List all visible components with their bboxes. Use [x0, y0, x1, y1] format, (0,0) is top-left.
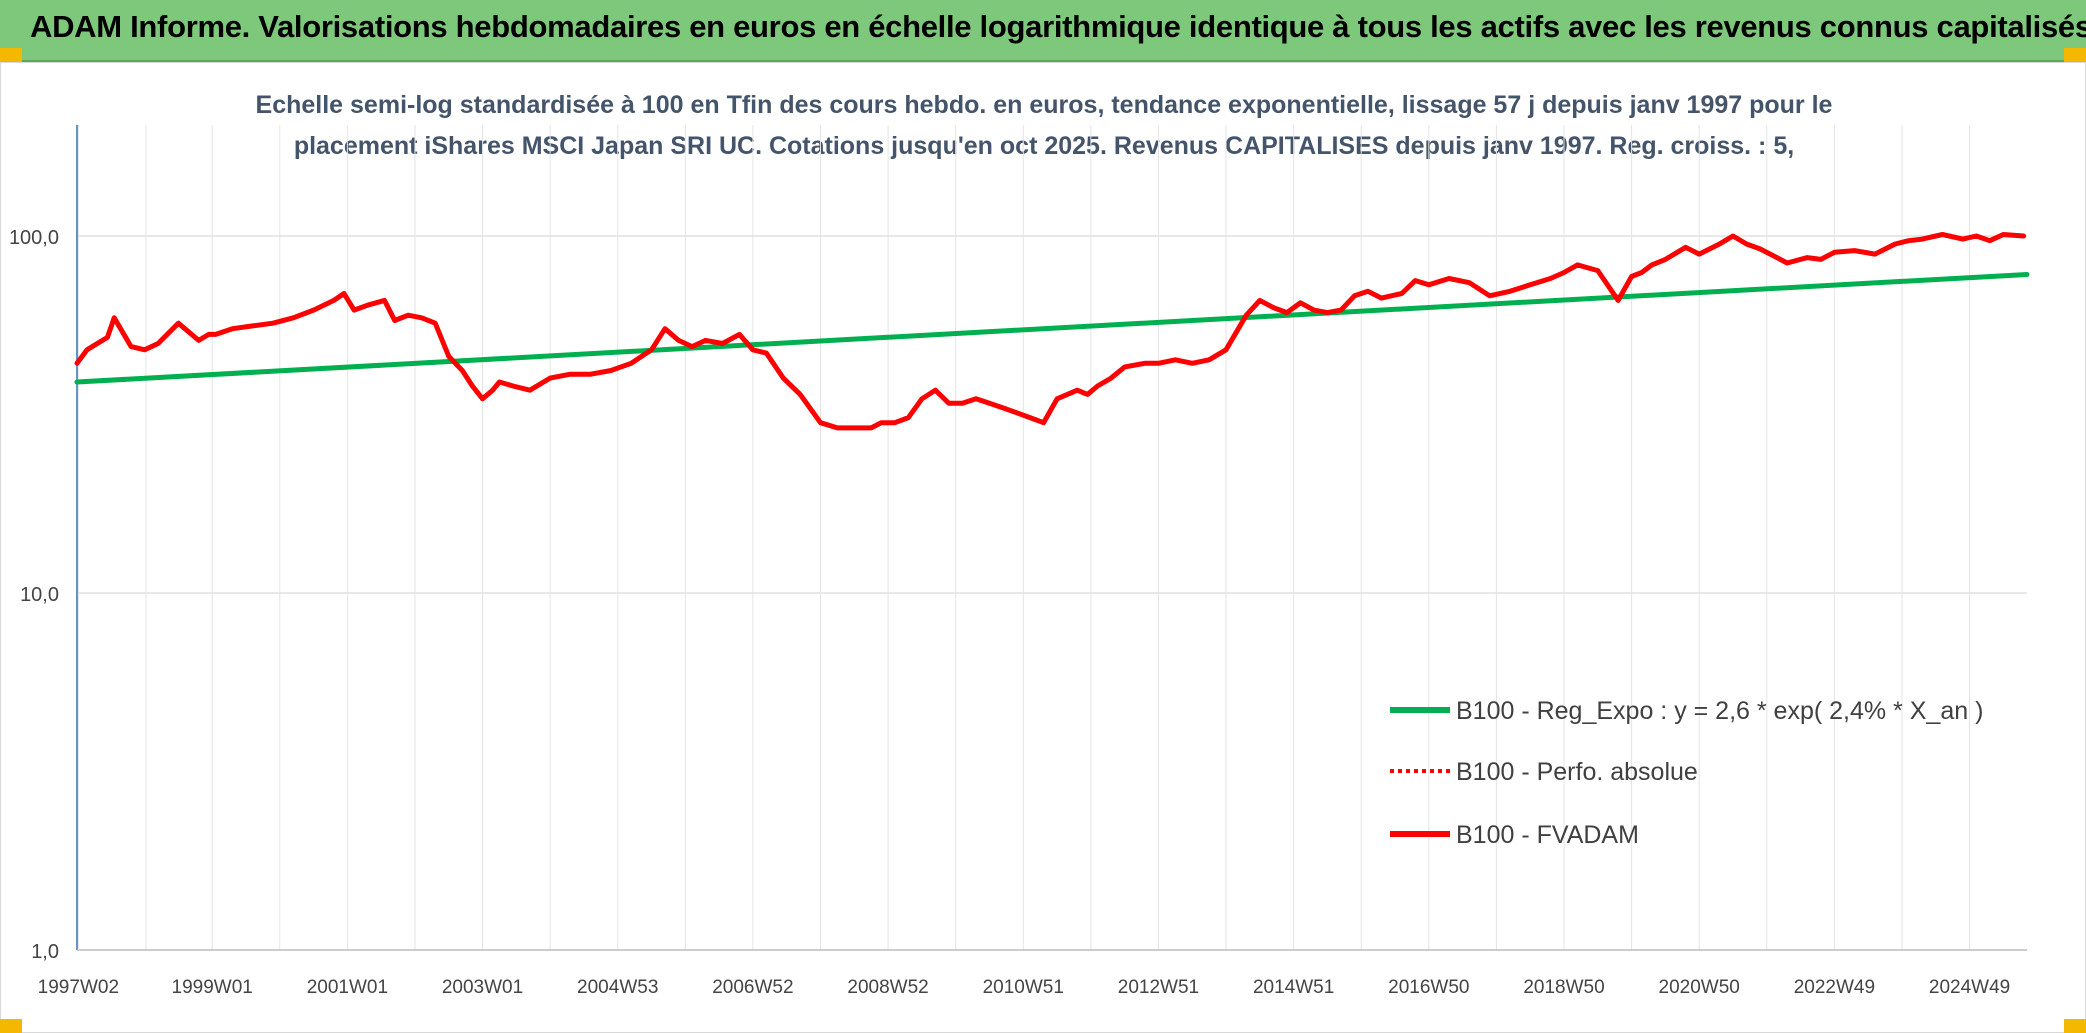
legend-label-0: B100 - Reg_Expo : y = 2,6 * exp( 2,4% * …: [1456, 697, 1983, 725]
x-tick-label: 2024W49: [1929, 977, 2010, 998]
x-tick-label: 2020W50: [1659, 977, 1740, 998]
x-tick-label: 1997W02: [38, 977, 119, 998]
legend-label-1: B100 - Perfo. absolue: [1456, 758, 1698, 786]
legend-label-2: B100 - FVADAM: [1456, 821, 1639, 849]
x-tick-label: 2022W49: [1794, 977, 1875, 998]
series-line-0: [74, 272, 2030, 385]
x-tick-label: 2016W50: [1388, 977, 1469, 998]
y-tick-label: 1,0: [31, 941, 59, 963]
header-title: ADAM Informe. Valorisations hebdomadaire…: [30, 9, 2086, 44]
chart-subtitle-line-2: placement iShares MSCI Japan SRI UC. Cot…: [293, 132, 1795, 160]
y-tick-label: 10,0: [20, 584, 59, 606]
chart-subtitle-line-1: Echelle semi-log standardisée à 100 en T…: [255, 91, 1833, 119]
x-tick-label: 2014W51: [1253, 977, 1334, 998]
x-tick-label: 1999W01: [172, 977, 253, 998]
corner-marker-bottom-left: [0, 1019, 22, 1033]
x-tick-label: 2001W01: [307, 977, 388, 998]
x-tick-label: 2018W50: [1523, 977, 1604, 998]
y-tick-label: 100,0: [9, 227, 59, 249]
corner-marker-top-right: [2064, 48, 2086, 62]
header-banner: ADAM Informe. Valorisations hebdomadaire…: [0, 0, 2086, 62]
series-line-2: [74, 232, 2027, 431]
x-tick-label: 2012W51: [1118, 977, 1199, 998]
x-tick-label: 2004W53: [577, 977, 658, 998]
corner-marker-top-left: [0, 48, 22, 62]
x-tick-label: 2008W52: [847, 977, 928, 998]
x-tick-label: 2003W01: [442, 977, 523, 998]
x-tick-label: 2006W52: [712, 977, 793, 998]
x-tick-label: 2010W51: [983, 977, 1064, 998]
corner-marker-bottom-right: [2064, 1019, 2086, 1033]
